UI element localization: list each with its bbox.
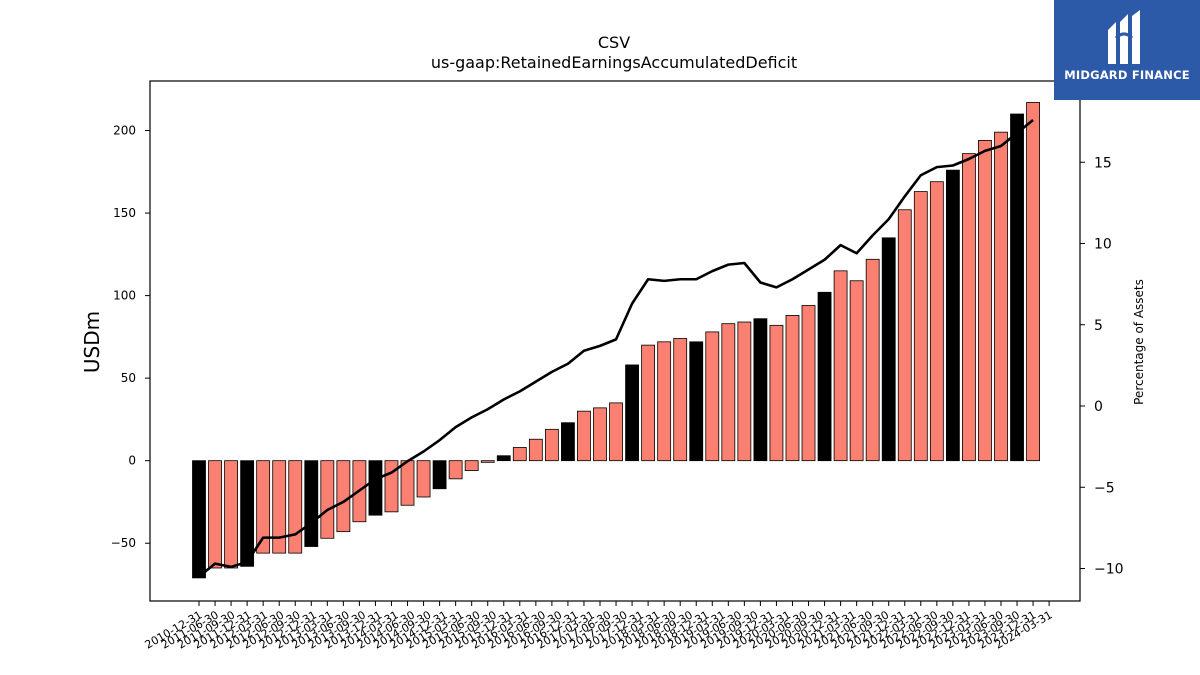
line-series (198, 118, 1034, 578)
bar-2014-06-30 (416, 460, 431, 498)
left-tick-label: −50 (111, 536, 136, 550)
bar-2016-12-31 (577, 410, 591, 462)
midgard-logo-icon (1108, 10, 1140, 64)
left-y-axis: −50 0 50 100 150 200 (111, 124, 150, 550)
bar-2023-03-31 (978, 140, 992, 462)
bar-2022-12-31 (962, 153, 976, 462)
bar-2022-09-30 (945, 169, 960, 462)
bar-2015-12-31 (512, 447, 527, 462)
bar-2021-03-31 (849, 280, 864, 462)
left-tick-label: 200 (113, 124, 136, 138)
bar-2017-06-30 (609, 402, 623, 462)
chart-title: CSV (598, 33, 630, 52)
bar-2015-09-30 (496, 455, 511, 462)
bar-2016-03-31 (528, 438, 543, 462)
bar-2016-06-30 (544, 428, 559, 462)
bar-2018-12-31 (705, 331, 720, 462)
bar-2010-12-31 (192, 460, 206, 579)
right-tick-label: −5 (1094, 480, 1115, 496)
bar-2019-12-31 (769, 324, 784, 462)
left-tick-label: 50 (121, 371, 136, 385)
bar-2016-09-30 (561, 422, 575, 462)
right-tick-label: 0 (1094, 399, 1103, 415)
bar-2022-03-31 (913, 191, 928, 462)
bar-2014-12-31 (448, 460, 463, 480)
bar-2011-03-31 (208, 460, 222, 569)
bar-2012-03-31 (272, 460, 287, 554)
bar-2012-12-31 (320, 460, 335, 539)
plot-frame (149, 80, 1081, 602)
bar-2023-09-30 (1010, 113, 1024, 462)
left-tick-label: 100 (113, 289, 136, 303)
bar-2020-09-30 (817, 291, 832, 462)
percentage-of-assets-line (198, 118, 1034, 578)
right-tick-label: 15 (1094, 155, 1112, 171)
bar-2017-12-31 (641, 344, 656, 462)
left-tick-label: 0 (128, 454, 136, 468)
right-y-axis: −10 −5 0 5 10 15 (1080, 155, 1124, 578)
right-tick-label: 10 (1094, 237, 1112, 253)
bar-2012-09-30 (304, 460, 319, 547)
bar-2013-09-30 (368, 460, 383, 516)
right-axis-label: Percentage of Assets (1132, 279, 1146, 405)
bar-2019-09-30 (753, 318, 768, 462)
bar-2022-06-30 (929, 181, 944, 462)
bar-2012-06-30 (288, 460, 303, 554)
logo-text: MIDGARD FINANCE (1064, 68, 1190, 82)
bar-2020-12-31 (833, 270, 848, 462)
bar-2013-03-31 (336, 460, 351, 533)
bar-2011-09-30 (240, 460, 255, 567)
left-tick-label: 150 (113, 206, 136, 220)
bar-2019-03-31 (721, 323, 736, 462)
bar-2017-09-30 (625, 364, 639, 462)
bar-2021-12-31 (897, 209, 912, 462)
bar-2023-06-30 (994, 131, 1008, 462)
chart-subtitle: us-gaap:RetainedEarningsAccumulatedDefic… (431, 53, 797, 72)
bar-2014-09-30 (432, 460, 447, 490)
bar-2018-03-31 (657, 341, 672, 462)
left-axis-label: USDm (80, 311, 104, 373)
bar-series (192, 102, 1040, 579)
bar-2019-06-30 (737, 321, 752, 462)
bar-2014-03-31 (400, 460, 415, 506)
x-axis: 2010-12-312011-06-302011-09-302011-12-31… (143, 601, 1055, 652)
bar-2020-03-31 (785, 315, 800, 462)
bar-2021-06-30 (865, 258, 880, 462)
midgard-finance-logo: MIDGARD FINANCE (1054, 0, 1200, 100)
bar-2020-06-30 (801, 305, 816, 462)
bar-2018-06-30 (673, 338, 688, 462)
bar-2017-03-31 (593, 407, 607, 462)
bar-2018-09-30 (689, 341, 704, 462)
right-tick-label: −10 (1094, 562, 1124, 578)
bar-2015-06-30 (480, 460, 495, 463)
bar-2011-06-30 (224, 460, 238, 569)
bar-2015-03-31 (464, 460, 479, 471)
bar-2021-09-30 (881, 237, 896, 462)
bar-2011-12-31 (256, 460, 271, 554)
bar-2023-12-31 (1026, 102, 1040, 462)
right-tick-label: 5 (1094, 318, 1103, 334)
